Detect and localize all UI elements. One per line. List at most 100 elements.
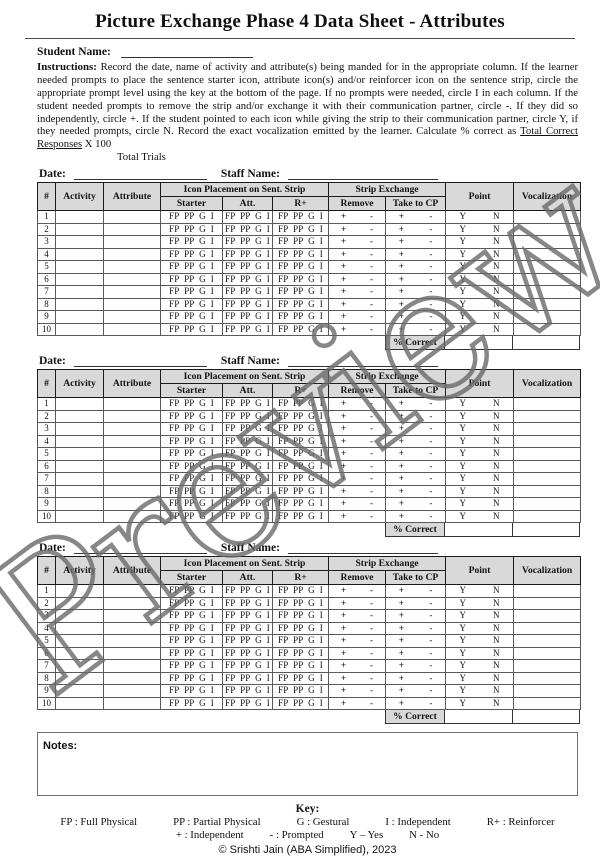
- prompt-levels-r-plus: FP PP G I: [271, 434, 330, 449]
- prompt-levels-starter: FP PP G I: [160, 472, 223, 486]
- staff-name-line: [287, 168, 438, 181]
- trial-row: 4 FP PP G I FP PP G I FP PP G I + - + - Y N: [37, 434, 582, 449]
- staff-name-line: [287, 542, 438, 555]
- exchange-take-to-cp: + -: [385, 310, 447, 324]
- col-take-to-cp: Take to CP: [385, 570, 447, 586]
- activity-cell: [55, 222, 104, 237]
- prompt-levels-att: FP PP G I: [222, 459, 273, 474]
- minus-mark: -: [370, 298, 374, 309]
- minus-mark: -: [370, 323, 374, 334]
- plus-mark: +: [340, 211, 347, 222]
- plus-mark: +: [340, 286, 347, 297]
- no-mark: N: [493, 323, 500, 334]
- yes-mark: Y: [459, 460, 467, 471]
- minus-mark: -: [429, 510, 433, 521]
- prompt-levels-att: FP PP G I: [222, 434, 273, 449]
- no-mark: N: [493, 485, 500, 496]
- percent-correct-row: % Correct: [385, 710, 580, 725]
- copyright: © Srishti Jain (ABA Simplified), 2023: [218, 844, 397, 856]
- prompt-levels-r-plus: FP PP G I: [271, 596, 330, 611]
- minus-mark: -: [370, 223, 374, 234]
- prompt-levels-att: FP PP G I: [222, 484, 273, 499]
- vocalization-cell: [513, 646, 582, 661]
- trial-number: 1: [37, 210, 56, 224]
- activity-cell: [55, 497, 104, 511]
- col-r-plus: R+: [271, 196, 330, 212]
- exchange-remove: + -: [328, 409, 387, 424]
- staff-name-label: Staff Name:: [220, 355, 280, 368]
- attribute-cell: [103, 447, 161, 461]
- no-mark: N: [493, 286, 500, 297]
- prompt-levels-att: FP PP G I: [222, 235, 273, 249]
- trial-row: 10 FP PP G I FP PP G I FP PP G I + - + - Y N: [37, 322, 582, 337]
- prompt-levels-starter: FP PP G I: [160, 684, 223, 698]
- plus-mark: +: [398, 660, 404, 671]
- col-strip-exchange: Strip Exchange: [328, 556, 447, 572]
- prompt-levels-att: FP PP G I: [222, 584, 273, 598]
- col-point: Point: [445, 556, 515, 586]
- plus-mark: +: [340, 660, 347, 671]
- prompt-levels-att: FP PP G I: [222, 684, 273, 698]
- formula-suffix: X 100: [84, 138, 112, 151]
- plus-mark: +: [340, 473, 347, 484]
- attribute-cell: [103, 646, 161, 661]
- key-title: Key:: [295, 803, 320, 816]
- no-mark: N: [493, 473, 500, 484]
- prompt-levels-r-plus: FP PP G I: [271, 509, 330, 524]
- vocalization-cell: [513, 422, 582, 436]
- prompt-levels-r-plus: FP PP G I: [271, 584, 330, 598]
- vocalization-cell: [513, 247, 582, 262]
- no-mark: N: [493, 273, 500, 284]
- prompt-levels-r-plus: FP PP G I: [271, 497, 330, 511]
- minus-mark: -: [370, 510, 374, 521]
- prompt-levels-starter: FP PP G I: [160, 484, 223, 499]
- trial-row: 3 FP PP G I FP PP G I FP PP G I + - + - Y N: [37, 422, 582, 436]
- minus-mark: -: [370, 498, 374, 509]
- vocalization-cell: [513, 235, 582, 249]
- yes-mark: Y: [459, 498, 467, 509]
- plus-mark: +: [398, 261, 404, 272]
- trial-row: 5 FP PP G I FP PP G I FP PP G I + - + - Y N: [37, 447, 582, 461]
- minus-mark: -: [370, 286, 374, 297]
- no-mark: N: [493, 223, 500, 234]
- no-mark: N: [493, 647, 500, 658]
- plus-mark: +: [340, 423, 347, 434]
- col-activity: Activity: [55, 182, 104, 212]
- notes-box: Notes:: [37, 732, 578, 797]
- activity-cell: [55, 671, 104, 686]
- plus-mark: +: [398, 448, 404, 459]
- trial-row: 1 FP PP G I FP PP G I FP PP G I + - + - Y N: [37, 584, 582, 598]
- trial-row: 1 FP PP G I FP PP G I FP PP G I + - + - Y N: [37, 397, 582, 411]
- prompt-levels-starter: FP PP G I: [160, 272, 223, 287]
- prompt-levels-r-plus: FP PP G I: [271, 671, 330, 686]
- no-mark: N: [493, 248, 500, 259]
- trial-number: 10: [37, 322, 56, 337]
- col-att: Att.: [222, 383, 273, 399]
- trial-number: 6: [37, 272, 56, 287]
- vocalization-cell: [513, 509, 582, 524]
- prompt-levels-r-plus: FP PP G I: [271, 260, 330, 274]
- plus-mark: +: [398, 460, 404, 471]
- plus-mark: +: [398, 323, 404, 334]
- instructions-label: Instructions:: [37, 61, 97, 73]
- plus-mark: +: [398, 236, 404, 247]
- trial-number: 9: [37, 684, 56, 698]
- student-name-line: [120, 46, 253, 58]
- exchange-remove: + -: [328, 397, 387, 411]
- prompt-levels-att: FP PP G I: [222, 671, 273, 686]
- key-item: PP : Partial Physical: [173, 816, 261, 829]
- title-divider: [25, 38, 575, 39]
- plus-mark: +: [398, 423, 404, 434]
- plus-mark: +: [398, 211, 404, 222]
- plus-mark: +: [398, 647, 404, 658]
- no-mark: N: [493, 622, 500, 633]
- yes-mark: Y: [459, 635, 467, 646]
- attribute-cell: [103, 235, 161, 249]
- plus-mark: +: [398, 585, 404, 596]
- minus-mark: -: [429, 261, 433, 272]
- minus-mark: -: [370, 261, 374, 272]
- prompt-levels-att: FP PP G I: [222, 297, 273, 312]
- col-icon-placement: Icon Placement on Sent. Strip: [159, 182, 330, 198]
- percent-correct-point-cell: [445, 710, 513, 725]
